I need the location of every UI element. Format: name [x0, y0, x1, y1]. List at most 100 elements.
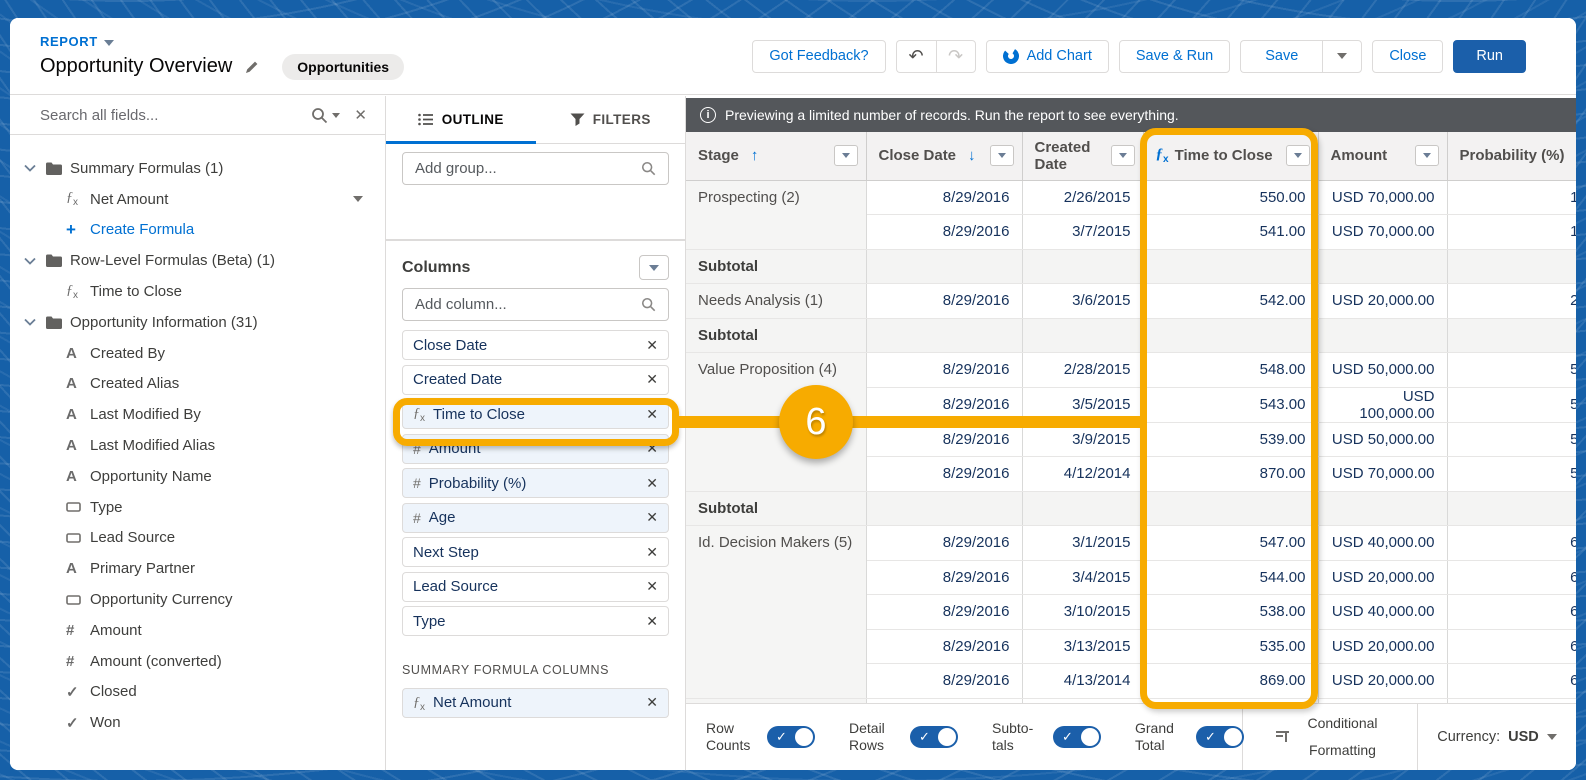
field-item-time-to-close[interactable]: ƒx Time to Close [10, 276, 385, 307]
column-header-created-date[interactable]: Created Date [1021, 132, 1144, 181]
remove-column-icon[interactable]: ✕ [646, 509, 658, 525]
column-pill-label: Age [428, 509, 456, 526]
column-header-probability[interactable]: Probability (%) [1446, 132, 1576, 181]
column-header-amount[interactable]: Amount [1317, 132, 1448, 181]
chevron-down-icon[interactable] [24, 257, 36, 265]
column-pill-amount[interactable]: # Amount ✕ [402, 433, 669, 464]
column-header-stage[interactable]: Stage ↑ [686, 132, 867, 181]
field-item-opportunity-currency[interactable]: Opportunity Currency [10, 584, 385, 615]
subtotal-label: Subtotal [686, 490, 867, 526]
toggle-grand-total[interactable] [1196, 726, 1244, 748]
save-button[interactable]: Save [1240, 39, 1323, 73]
remove-column-icon[interactable]: ✕ [646, 405, 658, 422]
column-pill-age[interactable]: # Age ✕ [402, 502, 669, 533]
cell-created-date: 2/28/2015 [1021, 352, 1144, 388]
column-menu-button[interactable] [1414, 145, 1439, 167]
column-pill-probability[interactable]: # Probability (%) ✕ [402, 468, 669, 498]
column-pill-next-step[interactable]: Next Step ✕ [402, 537, 669, 567]
column-pill-type[interactable]: Type ✕ [402, 606, 669, 636]
field-folder-row-level-formulas-beta-1[interactable]: Row-Level Formulas (Beta) (1) [10, 245, 385, 276]
table-row: Id. Decision Makers (5) 8/29/2016 3/1/2015… [686, 525, 1576, 699]
subtotal-cell [1142, 248, 1319, 284]
fx-icon: ƒx [66, 190, 78, 209]
tab-outline[interactable]: OUTLINE [386, 96, 536, 144]
remove-column-icon[interactable]: ✕ [646, 694, 658, 710]
clear-search-icon[interactable]: ✕ [354, 107, 367, 124]
field-search-row: ✕ [10, 96, 385, 135]
toggle-detail-rows[interactable] [910, 726, 958, 748]
column-pill-time-to-close[interactable]: ƒx Time to Close ✕ [402, 399, 669, 429]
redo-button[interactable]: ↷ [935, 39, 976, 73]
field-folder-opportunity-information-31[interactable]: Opportunity Information (31) [10, 307, 385, 338]
remove-column-icon[interactable]: ✕ [646, 336, 658, 353]
conditional-formatting-button[interactable]: Conditional Formatting [1242, 704, 1417, 770]
save-and-run-button[interactable]: Save & Run [1118, 39, 1231, 73]
table-row: 8/29/2016 3/10/2015 538.00 USD 40,000.00 6 [686, 594, 1576, 630]
column-menu-button[interactable] [1285, 145, 1310, 167]
column-pill-created-date[interactable]: Created Date ✕ [402, 364, 669, 395]
column-pill-net-amount[interactable]: ƒx Net Amount ✕ [402, 687, 669, 718]
field-item-net-amount[interactable]: ƒx Net Amount [10, 184, 385, 215]
remove-column-icon[interactable]: ✕ [646, 612, 658, 629]
field-item-type[interactable]: Type [10, 492, 385, 523]
outline-panel: OUTLINE FILTERS Columns [386, 96, 686, 770]
field-item-last-modified-alias[interactable]: A Last Modified Alias [10, 430, 385, 461]
field-label: Net Amount [90, 190, 169, 208]
column-menu-button[interactable] [989, 145, 1014, 167]
field-item-amount-converted[interactable]: # Amount (converted) [10, 646, 385, 677]
toggle-row-counts[interactable] [767, 726, 815, 748]
run-button[interactable]: Run [1453, 39, 1526, 73]
search-icon[interactable] [311, 107, 328, 124]
remove-column-icon[interactable]: ✕ [646, 543, 658, 560]
field-item-primary-partner[interactable]: A Primary Partner [10, 553, 385, 584]
cell-close-date: 8/29/2016 [865, 283, 1023, 319]
add-chart-button[interactable]: Add Chart [985, 39, 1109, 73]
column-menu-button[interactable] [1110, 145, 1135, 167]
field-folder-summary-formulas-1[interactable]: Summary Formulas (1) [10, 153, 385, 184]
column-pill-lead-source[interactable]: Lead Source ✕ [402, 571, 669, 602]
cell-created-date: 3/7/2015 [1021, 214, 1144, 250]
tab-filters[interactable]: FILTERS [536, 96, 686, 143]
currency-value: USD [1508, 729, 1539, 745]
cell-probability: 6 [1446, 559, 1576, 595]
got-feedback-button[interactable]: Got Feedback? [752, 39, 886, 73]
currency-selector[interactable]: Currency: USD [1417, 704, 1576, 770]
toggle-subto-tals[interactable] [1053, 726, 1101, 748]
search-fields-input[interactable] [40, 106, 312, 124]
field-item-created-alias[interactable]: A Created Alias [10, 369, 385, 400]
search-options-caret-icon[interactable] [332, 112, 341, 118]
cell-created-date: 4/13/2014 [1021, 663, 1144, 699]
column-header-close-date[interactable]: Close Date ↓ [865, 132, 1023, 181]
chevron-down-icon[interactable] [24, 164, 36, 173]
chevron-down-icon[interactable] [24, 318, 36, 327]
field-item-lead-source[interactable]: Lead Source [10, 523, 385, 554]
save-menu-button[interactable] [1322, 39, 1363, 73]
add-column-field[interactable] [402, 288, 669, 321]
column-menu-button[interactable] [833, 145, 858, 167]
column-header-label: Created Date [1034, 138, 1091, 173]
add-group-field[interactable] [402, 152, 669, 185]
columns-menu-button[interactable] [639, 255, 669, 280]
toggle-group-row-counts: Row Counts [706, 720, 815, 755]
add-group-input[interactable] [415, 160, 641, 177]
remove-column-icon[interactable]: ✕ [646, 578, 658, 594]
close-button[interactable]: Close [1372, 39, 1444, 73]
field-item-closed[interactable]: ✓ Closed [10, 677, 385, 708]
column-pill-close-date[interactable]: Close Date ✕ [402, 330, 669, 360]
field-menu-caret-icon[interactable] [353, 196, 363, 203]
add-column-input[interactable] [415, 296, 641, 313]
field-item-opportunity-name[interactable]: A Opportunity Name [10, 461, 385, 492]
picklist-icon [66, 533, 90, 543]
field-item-won[interactable]: ✓ Won [10, 707, 385, 738]
undo-button[interactable]: ↶ [895, 39, 936, 73]
remove-column-icon[interactable]: ✕ [646, 474, 658, 491]
edit-title-pencil-icon[interactable] [244, 59, 260, 75]
field-item-created-by[interactable]: A Created By [10, 338, 385, 369]
column-header-time-to-close[interactable]: ƒx Time to Close [1142, 132, 1319, 181]
field-item-last-modified-by[interactable]: A Last Modified By [10, 399, 385, 430]
remove-column-icon[interactable]: ✕ [646, 371, 658, 387]
report-type-caret-icon[interactable] [103, 39, 114, 46]
remove-column-icon[interactable]: ✕ [646, 440, 658, 456]
field-item-amount[interactable]: # Amount [10, 615, 385, 646]
link-create-formula[interactable]: + Create Formula [10, 215, 385, 246]
